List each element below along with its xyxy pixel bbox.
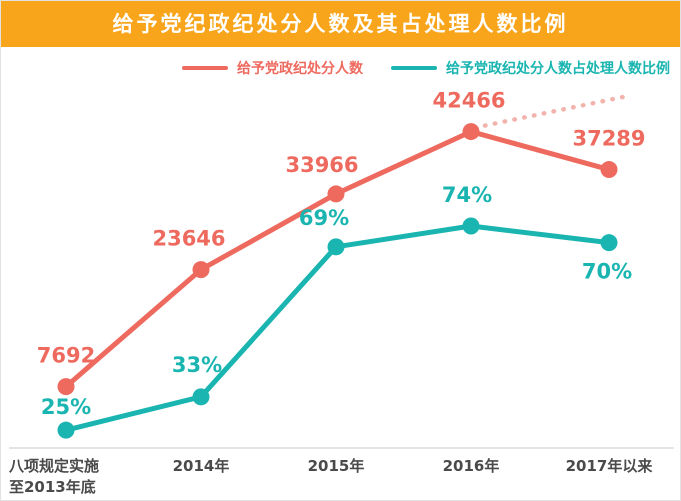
data-point [327, 238, 345, 256]
teal-line-swatch-icon [391, 66, 437, 70]
data-point [600, 161, 618, 179]
red-line-swatch-icon [182, 66, 228, 70]
value-label: 42466 [432, 89, 505, 113]
value-label: 33% [172, 353, 222, 377]
title-banner: 给予党纪政纪处分人数及其占处理人数比例 [1, 1, 680, 47]
chart-title: 给予党纪政纪处分人数及其占处理人数比例 [112, 12, 569, 36]
x-axis-label: 2017年以来 [566, 457, 654, 475]
value-label: 23646 [152, 227, 225, 251]
x-axis-label: 至2013年底 [9, 478, 96, 496]
legend-label: 给予党政纪处分人数 [237, 61, 363, 77]
value-label: 69% [299, 206, 349, 230]
legend-label: 给予党政纪处分人数占处理人数比例 [446, 61, 670, 77]
data-point [327, 185, 345, 203]
legend: 给予党政纪处分人数 给予党政纪处分人数占处理人数比例 [1, 58, 670, 78]
data-point [462, 217, 480, 235]
data-point [57, 421, 75, 439]
x-axis-label: 2015年 [308, 457, 365, 475]
value-label: 7692 [37, 344, 95, 368]
data-point [462, 123, 480, 141]
data-point [192, 261, 210, 279]
series-line-1 [63, 223, 612, 433]
data-point [192, 388, 210, 406]
x-axis-label: 2016年 [443, 457, 500, 475]
x-axis-label: 八项规定实施 [8, 457, 99, 475]
projection-dotted-line [482, 94, 626, 128]
value-label: 25% [41, 395, 91, 419]
legend-item-disciplined-count: 给予党政纪处分人数 [182, 58, 363, 78]
value-label: 37289 [572, 127, 645, 151]
value-label: 33966 [285, 153, 358, 177]
x-axis-label: 2014年 [173, 457, 230, 475]
value-label: 74% [442, 183, 492, 207]
value-label: 70% [582, 260, 632, 284]
data-point [57, 378, 75, 396]
data-point [600, 234, 618, 252]
legend-item-ratio: 给予党政纪处分人数占处理人数比例 [391, 58, 670, 78]
